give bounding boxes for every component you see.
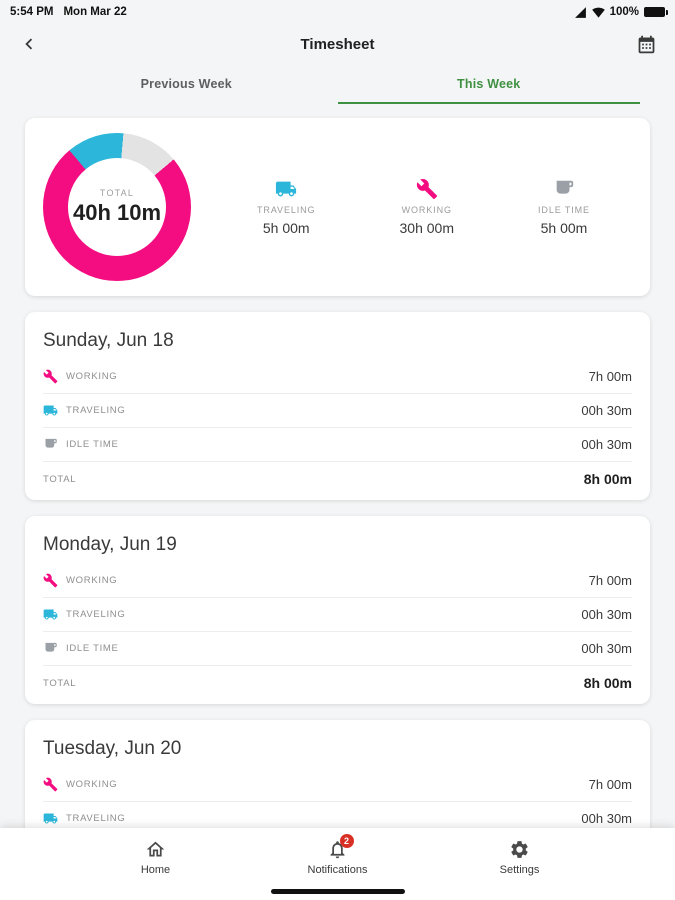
row-value: 7h 00m [588,369,632,384]
tab-this-week[interactable]: This Week [337,66,640,104]
day-card-monday: Monday, Jun 19 WORKING 7h 00m TRAVELING … [25,516,650,704]
wrench-icon [416,178,438,200]
stat-working: WORKING 30h 00m [400,178,454,236]
row-left: TRAVELING [43,607,125,622]
bottom-nav: Home 2 Notifications Settings [0,828,675,900]
donut-total-value: 40h 10m [72,200,162,225]
nav-label: Notifications [307,864,368,876]
app-header: Timesheet [0,22,675,66]
mug-icon [43,437,58,452]
week-tabs: Previous Week This Week [0,66,675,104]
status-right: 100% [574,6,668,19]
nav-label: Settings [499,864,540,876]
row-value: 7h 00m [588,777,632,792]
mug-icon [553,178,575,200]
nav-item-settings[interactable]: Settings [477,839,563,900]
stat-traveling: TRAVELING 5h 00m [257,178,315,236]
day-row-total: TOTAL 8h 00m [43,462,632,496]
stat-idle-time: IDLE TIME 5h 00m [538,178,590,236]
row-label: IDLE TIME [66,439,119,450]
battery-percent: 100% [609,6,639,18]
stat-value: 5h 00m [540,220,588,236]
mug-icon [43,641,58,656]
day-card-sunday: Sunday, Jun 18 WORKING 7h 00m TRAVELING … [25,312,650,500]
day-row-idle-time: IDLE TIME 00h 30m [43,428,632,462]
day-title: Sunday, Jun 18 [43,330,174,351]
nav-item-home[interactable]: Home [113,839,199,900]
truck-icon [43,811,58,826]
status-left: 5:54 PM Mon Mar 22 [10,6,127,18]
row-left: TRAVELING [43,811,125,826]
summary-stats: TRAVELING 5h 00m WORKING 30h 00m IDLE TI… [215,178,632,236]
page-title: Timesheet [300,35,375,53]
row-value: 7h 00m [588,573,632,588]
row-label: TRAVELING [66,813,126,824]
day-title: Tuesday, Jun 20 [43,738,182,759]
notification-badge: 2 [339,834,354,848]
calendar-icon[interactable] [636,34,657,55]
row-left: WORKING [43,369,117,384]
row-value: 00h 30m [581,437,632,452]
truck-icon [43,403,58,418]
row-left: IDLE TIME [43,437,119,452]
gear-icon [509,839,530,860]
stat-value: 5h 00m [262,220,310,236]
day-row-traveling: TRAVELING 00h 30m [43,598,632,632]
cellular-signal-icon [574,6,587,19]
stat-label: IDLE TIME [538,205,590,215]
weekly-total-donut-chart: TOTAL 40h 10m [43,133,191,281]
weekly-summary-card: TOTAL 40h 10m TRAVELING 5h 00m WORKING 3… [25,118,650,296]
wifi-icon [592,6,605,19]
nav-label: Home [140,864,171,876]
wrench-icon [43,369,58,384]
total-label: TOTAL [43,677,77,689]
row-left: TRAVELING [43,403,125,418]
day-row-total: TOTAL 8h 00m [43,666,632,700]
row-value: 00h 30m [581,641,632,656]
row-label: TRAVELING [66,609,126,620]
row-label: WORKING [66,779,118,790]
status-date: Mon Mar 22 [63,6,127,18]
row-left: WORKING [43,573,117,588]
row-label: WORKING [66,575,118,586]
tab-previous-week[interactable]: Previous Week [140,77,232,91]
stat-label: WORKING [401,205,452,215]
day-row-idle-time: IDLE TIME 00h 30m [43,632,632,666]
home-indicator[interactable] [270,889,405,894]
donut-center: TOTAL 40h 10m [43,133,191,281]
day-row-working: WORKING 7h 00m [43,564,632,598]
total-value: 8h 00m [583,471,632,487]
status-bar: 5:54 PM Mon Mar 22 100% [0,0,675,22]
row-value: 00h 30m [581,811,632,826]
donut-total-label: TOTAL [99,188,135,198]
nav-item-notifications[interactable]: 2 Notifications [295,834,381,900]
row-label: IDLE TIME [66,643,119,654]
truck-icon [43,607,58,622]
status-time: 5:54 PM [10,6,54,18]
day-row-traveling: TRAVELING 00h 30m [43,394,632,428]
stat-label: TRAVELING [257,205,316,215]
home-icon [145,839,166,860]
battery-icon [644,7,668,17]
row-left: IDLE TIME [43,641,119,656]
row-label: TRAVELING [66,405,126,416]
wrench-icon [43,573,58,588]
row-value: 00h 30m [581,403,632,418]
row-label: WORKING [66,371,118,382]
day-row-working: WORKING 7h 00m [43,360,632,394]
stat-value: 30h 00m [399,220,454,236]
day-title: Monday, Jun 19 [43,534,177,555]
row-left: WORKING [43,777,117,792]
total-value: 8h 00m [583,675,632,691]
day-row-working: WORKING 7h 00m [43,768,632,802]
row-value: 00h 30m [581,607,632,622]
total-label: TOTAL [43,473,77,485]
wrench-icon [43,777,58,792]
content: TOTAL 40h 10m TRAVELING 5h 00m WORKING 3… [0,104,675,874]
truck-icon [275,178,297,200]
